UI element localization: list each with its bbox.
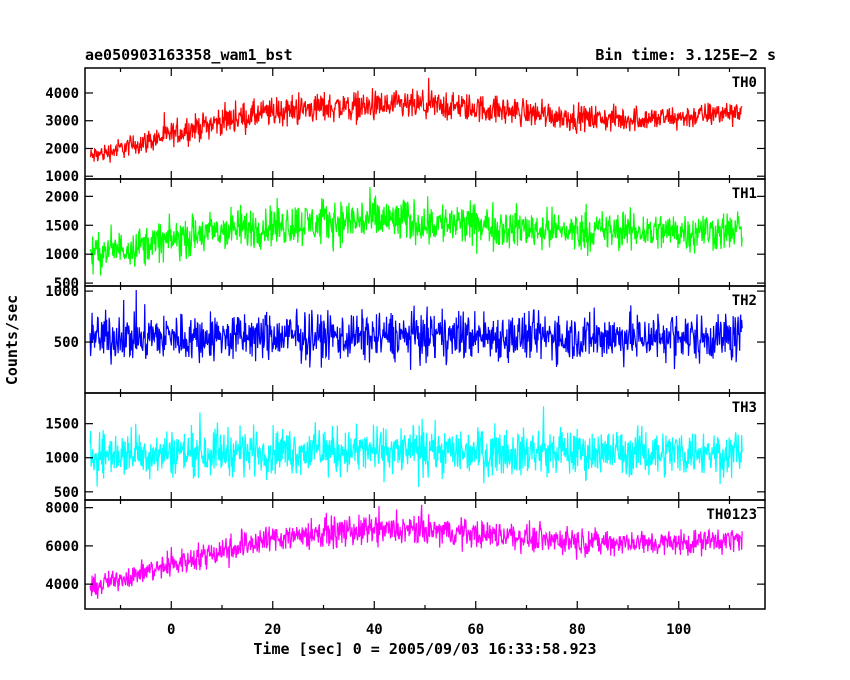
- panel-th3: 500 1000 1500 TH3: [45, 392, 766, 501]
- y-tick-label: 2000: [45, 141, 79, 157]
- panel-label: TH3: [732, 400, 757, 416]
- x-tick-label: 20: [264, 622, 281, 638]
- y-tick-label: 1000: [45, 284, 79, 300]
- x-tick-label: 40: [366, 622, 383, 638]
- x-axis-title: Time [sec] 0 = 2005/09/03 16:33:58.923: [253, 640, 596, 658]
- trace-th1: [89, 187, 743, 276]
- y-tick-label: 4000: [45, 577, 79, 593]
- y-tick-label: 6000: [45, 539, 79, 555]
- y-tick-label: 8000: [45, 501, 79, 517]
- y-tick-label: 3000: [45, 114, 79, 130]
- y-tick-label: 500: [54, 276, 79, 292]
- panel-label: TH1: [732, 186, 757, 202]
- y-tick-label: 1000: [45, 169, 79, 185]
- y-tick-label: 500: [54, 485, 79, 501]
- y-tick-label: 1000: [45, 451, 79, 467]
- panel-label: TH2: [732, 293, 757, 309]
- panel-th0123: 4000 6000 8000 TH0123: [45, 499, 766, 610]
- chart-title-right: Bin time: 3.125E−2 s: [595, 46, 776, 64]
- y-axis-title: Counts/sec: [3, 295, 21, 385]
- x-tick-label: 60: [467, 622, 484, 638]
- panel-label: TH0123: [706, 507, 757, 523]
- chart-title-left: ae050903163358_wam1_bst: [85, 46, 293, 64]
- panel-th2: 500 1000 TH2: [45, 284, 766, 394]
- y-tick-label: 1000: [45, 247, 79, 263]
- y-tick-label: 2000: [45, 189, 79, 205]
- x-tick-label: 80: [569, 622, 586, 638]
- y-tick-label: 1500: [45, 218, 79, 234]
- panel-label: TH0: [732, 75, 757, 91]
- panel-th0: 1000 2000 3000 4000 TH0: [45, 67, 766, 185]
- x-tick-label: 100: [666, 622, 691, 638]
- y-tick-label: 4000: [45, 86, 79, 102]
- y-tick-label: 500: [54, 335, 79, 351]
- trace-th3: [89, 406, 743, 487]
- panel-frame: [84, 499, 766, 610]
- x-axis: 0 20 40 60 80 100: [167, 622, 691, 638]
- trace-th0: [89, 77, 743, 163]
- trace-th2: [89, 289, 743, 370]
- panel-th1: 500 1000 1500 2000 TH1: [45, 178, 766, 292]
- trace-th0123: [89, 504, 743, 599]
- y-tick-label: 1500: [45, 417, 79, 433]
- x-tick-label: 0: [167, 622, 175, 638]
